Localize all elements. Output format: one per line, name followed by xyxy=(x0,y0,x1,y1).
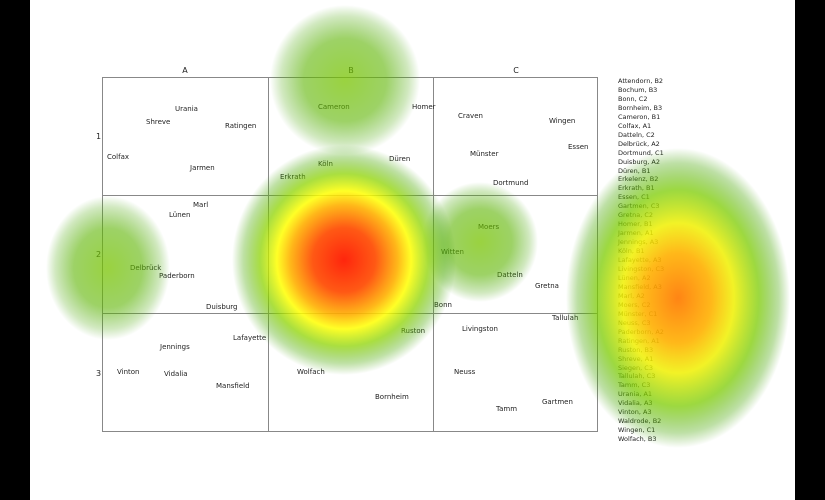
legend-entry: Waldrode, B2 xyxy=(618,417,662,426)
row-header-3: 3 xyxy=(96,369,102,378)
city-label: Ratingen xyxy=(225,122,257,130)
legend-entry: Delbrück, A2 xyxy=(618,139,660,148)
legend-entry: Moers, C2 xyxy=(618,300,651,309)
legend-entry: Düren, B1 xyxy=(618,166,651,175)
legend-entry: Attendorn, B2 xyxy=(618,77,664,85)
city-label: Düren xyxy=(389,155,411,163)
city-label: Colfax xyxy=(107,153,130,161)
legend-entry: Neuss, C3 xyxy=(618,318,651,327)
legend-entry: Vinton, A3 xyxy=(618,408,652,417)
city-label: Livingston xyxy=(462,325,498,333)
city-label: Moers xyxy=(478,223,500,231)
city-label: Shreve xyxy=(146,118,171,126)
legend-entry: Bonn, C2 xyxy=(618,94,648,103)
city-label: Paderborn xyxy=(159,272,195,280)
city-label: Urania xyxy=(175,105,198,113)
legend-entry: Jarmen, A1 xyxy=(618,229,654,238)
grid-frame xyxy=(102,77,598,432)
legend-entry: Gretna, C2 xyxy=(618,211,654,220)
column-header-b: B xyxy=(348,66,354,75)
legend-entry: Ratingen, A1 xyxy=(618,336,660,345)
city-label: Jennings xyxy=(160,343,190,351)
legend-entry: Cameron, B1 xyxy=(618,112,661,121)
city-label: Tallulah xyxy=(552,314,579,322)
legend-entry: Münster, C1 xyxy=(618,309,658,318)
legend-entry: Essen, C1 xyxy=(618,193,650,202)
legend-entry: Bornheim, B3 xyxy=(618,103,663,112)
city-label: Köln xyxy=(318,160,333,168)
city-label: Münster xyxy=(470,150,499,158)
city-label: Dortmund xyxy=(493,179,529,187)
city-label: Wolfach xyxy=(297,368,325,376)
column-header-c: C xyxy=(513,66,519,75)
legend-entry: Marl, A2 xyxy=(618,291,645,300)
grid-line-horizontal xyxy=(102,313,598,314)
city-label: Gretna xyxy=(535,282,559,290)
city-label: Wingen xyxy=(549,117,576,125)
city-label: Essen xyxy=(568,143,589,151)
legend-entry: Vidalia, A3 xyxy=(618,399,653,408)
city-label: Datteln xyxy=(497,271,523,279)
city-label: Erkrath xyxy=(280,173,306,181)
grid-line-vertical xyxy=(433,77,434,432)
legend-entry: Köln, B1 xyxy=(618,247,645,256)
city-label: Vinton xyxy=(117,368,140,376)
legend-entry: Erkelenz, B2 xyxy=(618,175,659,184)
legend-entry: Urania, A1 xyxy=(618,390,653,399)
grid-line-vertical xyxy=(268,77,269,432)
legend-entry: Erkrath, B1 xyxy=(618,184,655,193)
legend-entry: Ruston, B3 xyxy=(618,345,654,354)
legend-entry: Jennings, A3 xyxy=(618,238,659,247)
legend-entry: Wolfach, B3 xyxy=(618,435,657,444)
legend-entry: Lünen, A2 xyxy=(618,273,651,282)
city-label: Vidalia xyxy=(164,370,188,378)
legend-entry: Datteln, C2 xyxy=(618,130,655,139)
city-label: Jarmen xyxy=(190,164,215,172)
city-label: Mansfield xyxy=(216,382,250,390)
legend-entry: Livingston, C3 xyxy=(618,265,665,274)
row-header-2: 2 xyxy=(96,250,102,259)
legend-entry: Lafayette, A3 xyxy=(618,256,662,265)
legend-entry: Paderborn, A2 xyxy=(618,327,664,336)
legend-entry: Homer, B1 xyxy=(618,220,653,229)
city-label: Marl xyxy=(193,201,209,209)
city-label: Lafayette xyxy=(233,334,267,342)
city-label: Gartmen xyxy=(542,398,573,406)
legend-entry: Tallulah, C3 xyxy=(618,372,656,381)
city-label: Cameron xyxy=(318,103,350,111)
legend-entry: Shreve, A1 xyxy=(618,354,654,363)
legend-list: Attendorn, B2 Bochum, B3 Bonn, C2 Bornheim,… xyxy=(618,77,664,444)
city-label: Neuss xyxy=(454,368,476,376)
legend-entry: Siegen, C3 xyxy=(618,363,653,372)
column-header-a: A xyxy=(182,66,188,75)
legend-entry: Wingen, C1 xyxy=(618,426,656,435)
city-label: Witten xyxy=(441,248,464,256)
legend-entry: Tamm, C3 xyxy=(618,381,651,390)
row-header-1: 1 xyxy=(96,132,102,141)
city-label: Bonn xyxy=(434,301,452,309)
legend-entry: Colfax, A1 xyxy=(618,121,652,130)
city-label: Bornheim xyxy=(375,393,409,401)
city-label: Homer xyxy=(412,103,436,111)
city-label: Duisburg xyxy=(206,303,238,311)
city-label: Craven xyxy=(458,112,483,120)
legend-entry: Duisburg, A2 xyxy=(618,157,660,166)
legend-entry: Mansfield, A3 xyxy=(618,282,662,291)
city-label: Tamm xyxy=(496,405,518,413)
legend-entry: Bochum, B3 xyxy=(618,85,658,94)
grid-line-horizontal xyxy=(102,195,598,196)
city-label: Delbrück xyxy=(130,264,162,272)
city-label: Lünen xyxy=(169,211,191,219)
city-label: Ruston xyxy=(401,327,426,335)
legend-entry: Gartmen, C3 xyxy=(618,202,660,211)
legend-entry: Dortmund, C1 xyxy=(618,148,664,157)
